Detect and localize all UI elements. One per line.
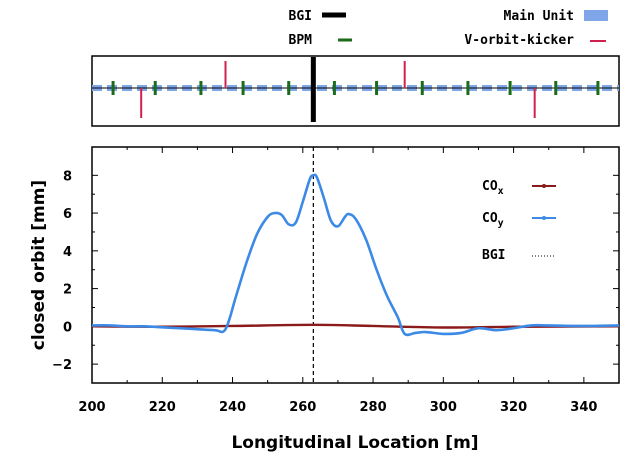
- y-tick-label: −2: [52, 358, 72, 373]
- lattice-legend: BGI BPM Main Unit V-orbit-kicker: [289, 9, 608, 48]
- x-tick-label: 320: [500, 400, 527, 415]
- x-tick-label: 280: [359, 400, 386, 415]
- y-tick-label: 6: [63, 207, 72, 222]
- lattice-panel: [91, 55, 620, 127]
- x-tick-label: 220: [149, 400, 176, 415]
- legend-bgi-line-label: BGI: [482, 248, 505, 263]
- orbit-frame: [91, 146, 620, 384]
- y-axis-label: closed orbit [mm]: [29, 180, 49, 350]
- legend-main-unit-swatch: [584, 10, 608, 21]
- orbit-axes: 200 220 240 260 280 300 320 340 −2 0 2 4 6 8: [52, 147, 619, 415]
- legend-coy-label: COy: [482, 211, 504, 229]
- legend-cox-label: COx: [482, 179, 504, 197]
- x-tick-label: 260: [289, 400, 316, 415]
- x-tick-label: 200: [78, 400, 105, 415]
- y-tick-label: 8: [63, 169, 72, 184]
- legend-bpm-label: BPM: [289, 33, 313, 48]
- legend-cox-marker: [542, 184, 546, 188]
- orbit-panel: 200 220 240 260 280 300 320 340 −2 0 2 4 6 8 COx COy …: [29, 146, 620, 453]
- y-tick-label: 2: [63, 283, 72, 298]
- x-tick-label: 240: [219, 400, 246, 415]
- legend-kicker-label: V-orbit-kicker: [464, 33, 574, 48]
- legend-coy-marker: [542, 216, 546, 220]
- x-axis-label: Longitudinal Location [m]: [231, 433, 478, 453]
- orbit-legend: COx COy BGI: [482, 179, 556, 263]
- legend-main-unit-label: Main Unit: [504, 9, 574, 24]
- y-tick-label: 0: [63, 320, 72, 335]
- x-tick-label: 340: [570, 400, 597, 415]
- legend-bgi-label: BGI: [289, 9, 312, 24]
- x-tick-label: 300: [430, 400, 457, 415]
- y-tick-label: 4: [63, 245, 72, 260]
- series-coy-line: [91, 173, 620, 337]
- orbit-series: [91, 147, 620, 383]
- lattice-elements: [111, 57, 600, 122]
